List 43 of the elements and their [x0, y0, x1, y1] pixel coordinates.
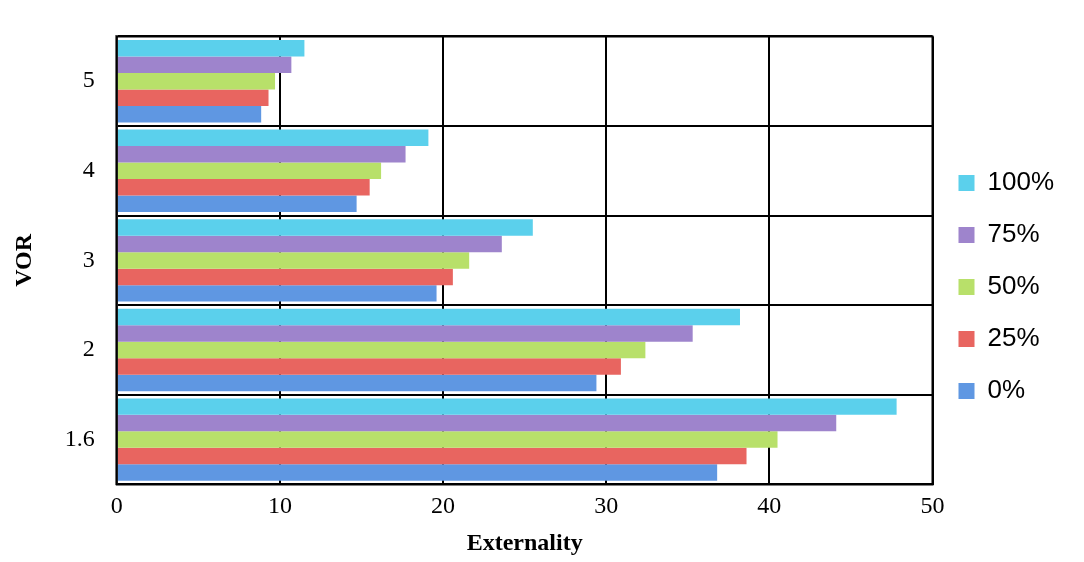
bar: [117, 162, 382, 180]
y-tick-label: 5: [82, 66, 95, 93]
bar: [117, 268, 453, 286]
bar: [117, 431, 778, 448]
bar: [117, 146, 406, 163]
y-tick-label: 3: [82, 245, 95, 272]
bar: [117, 39, 305, 57]
bar: [117, 179, 370, 196]
legend-label: 75%: [987, 218, 1040, 249]
x-tick-label: 10: [267, 492, 292, 519]
bar: [117, 219, 533, 236]
bar: [117, 464, 718, 481]
bar: [117, 105, 262, 123]
bar: [117, 414, 837, 432]
legend-label: 25%: [987, 322, 1040, 353]
bar: [117, 285, 437, 302]
bar: [117, 56, 292, 73]
x-tick-label: 30: [594, 492, 619, 519]
bar: [117, 252, 470, 269]
bar: [117, 235, 502, 253]
legend-label: 0%: [987, 374, 1026, 405]
y-tick-label: 1.6: [64, 424, 95, 451]
x-tick-label: 0: [110, 492, 123, 519]
x-axis-title: Externality: [466, 528, 583, 555]
bar: [117, 89, 269, 106]
y-axis-title: VOR: [9, 233, 36, 287]
bar: [117, 341, 646, 359]
bar: [117, 195, 357, 213]
x-tick-label: 50: [920, 492, 945, 519]
bar: [117, 325, 693, 342]
legend-label: 100%: [987, 166, 1054, 197]
bar: [117, 398, 897, 415]
bar: [117, 374, 597, 392]
bar: [117, 358, 621, 375]
bar: [117, 129, 429, 147]
x-tick-label: 20: [431, 492, 456, 519]
bar: [117, 308, 740, 326]
y-tick-label: 4: [82, 156, 95, 183]
legend-label: 50%: [987, 270, 1040, 301]
x-tick-label: 40: [757, 492, 782, 519]
bar: [117, 72, 276, 90]
bar: [117, 447, 747, 465]
y-tick-label: 2: [82, 335, 95, 362]
